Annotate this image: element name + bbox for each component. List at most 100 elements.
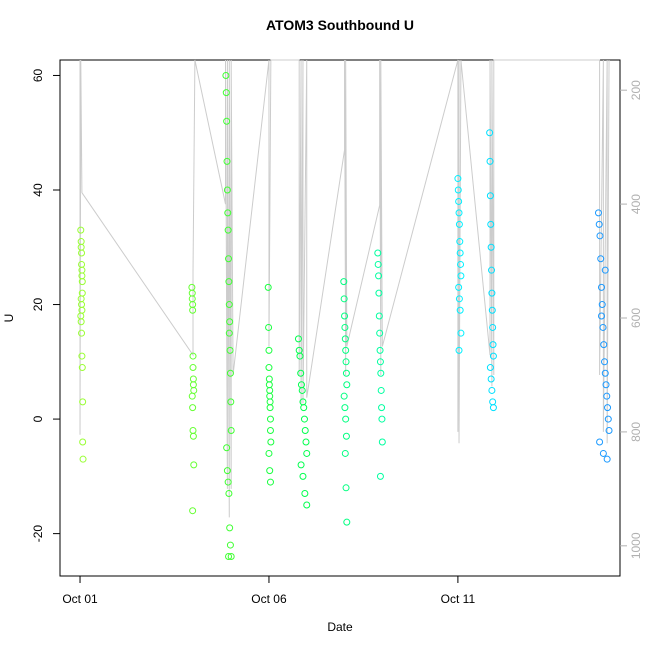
point <box>303 501 311 509</box>
point <box>303 449 311 457</box>
point <box>266 415 274 423</box>
point <box>265 323 273 331</box>
point <box>189 381 197 389</box>
point <box>223 186 231 194</box>
point <box>265 375 273 383</box>
point <box>264 283 272 291</box>
x-tick-label: Oct 01 <box>62 592 98 606</box>
point <box>457 329 465 337</box>
point <box>341 335 349 343</box>
point <box>224 478 232 486</box>
point <box>301 427 309 435</box>
point <box>377 369 385 377</box>
point <box>603 392 611 400</box>
point <box>296 352 304 360</box>
point <box>455 295 463 303</box>
point <box>603 455 611 463</box>
point <box>342 432 350 440</box>
point <box>223 444 231 452</box>
point <box>378 438 386 446</box>
point <box>376 358 384 366</box>
y-tick-label: 20 <box>31 298 45 312</box>
point <box>300 415 308 423</box>
point <box>487 375 495 383</box>
point <box>604 415 612 423</box>
point <box>225 329 233 337</box>
y2-tick-label: 200 <box>629 80 643 100</box>
point <box>343 518 351 526</box>
point <box>596 438 604 446</box>
point <box>375 312 383 320</box>
point <box>455 220 463 228</box>
point <box>488 266 496 274</box>
point <box>225 301 233 309</box>
point <box>457 260 465 268</box>
point <box>489 398 497 406</box>
point <box>374 249 382 257</box>
point <box>77 295 85 303</box>
y2-tick-label: 800 <box>629 422 643 442</box>
point <box>189 352 197 360</box>
point <box>225 553 233 561</box>
point <box>378 404 386 412</box>
point <box>486 364 494 372</box>
point <box>594 209 602 217</box>
y2-tick-label: 1000 <box>629 532 643 559</box>
point <box>77 238 85 246</box>
point <box>301 490 309 498</box>
point <box>341 404 349 412</box>
point <box>599 323 607 331</box>
point <box>456 249 464 257</box>
y-tick-label: -20 <box>31 525 45 543</box>
point <box>265 364 273 372</box>
point <box>488 306 496 314</box>
point <box>189 375 197 383</box>
point <box>456 306 464 314</box>
point <box>601 369 609 377</box>
point <box>189 507 197 515</box>
point <box>341 312 349 320</box>
point <box>79 398 87 406</box>
point <box>225 490 233 498</box>
point <box>342 346 350 354</box>
point <box>189 306 197 314</box>
point <box>601 266 609 274</box>
x-tick-label: Oct 06 <box>251 592 287 606</box>
point <box>605 427 613 435</box>
point <box>602 381 610 389</box>
point <box>190 461 198 469</box>
point <box>596 232 604 240</box>
point <box>601 358 609 366</box>
y-tick-label: 0 <box>31 415 45 422</box>
point <box>302 438 310 446</box>
point <box>226 541 234 549</box>
point <box>378 415 386 423</box>
point <box>454 175 462 183</box>
point <box>223 157 231 165</box>
point <box>340 392 348 400</box>
chart-title: ATOM3 Southbound U <box>266 17 414 33</box>
point <box>599 449 607 457</box>
point <box>227 553 235 561</box>
point <box>225 278 233 286</box>
point <box>224 226 232 234</box>
point <box>604 404 612 412</box>
point <box>266 478 274 486</box>
point <box>266 386 274 394</box>
point <box>78 364 86 372</box>
point <box>188 295 196 303</box>
point <box>224 209 232 217</box>
point <box>297 461 305 469</box>
point <box>267 438 275 446</box>
point <box>342 484 350 492</box>
point <box>341 449 349 457</box>
point <box>265 346 273 354</box>
point <box>77 312 85 320</box>
point <box>375 272 383 280</box>
point <box>226 346 234 354</box>
point <box>342 415 350 423</box>
point <box>489 404 497 412</box>
point <box>343 381 351 389</box>
point <box>489 352 497 360</box>
x-axis-label: Date <box>327 620 353 634</box>
